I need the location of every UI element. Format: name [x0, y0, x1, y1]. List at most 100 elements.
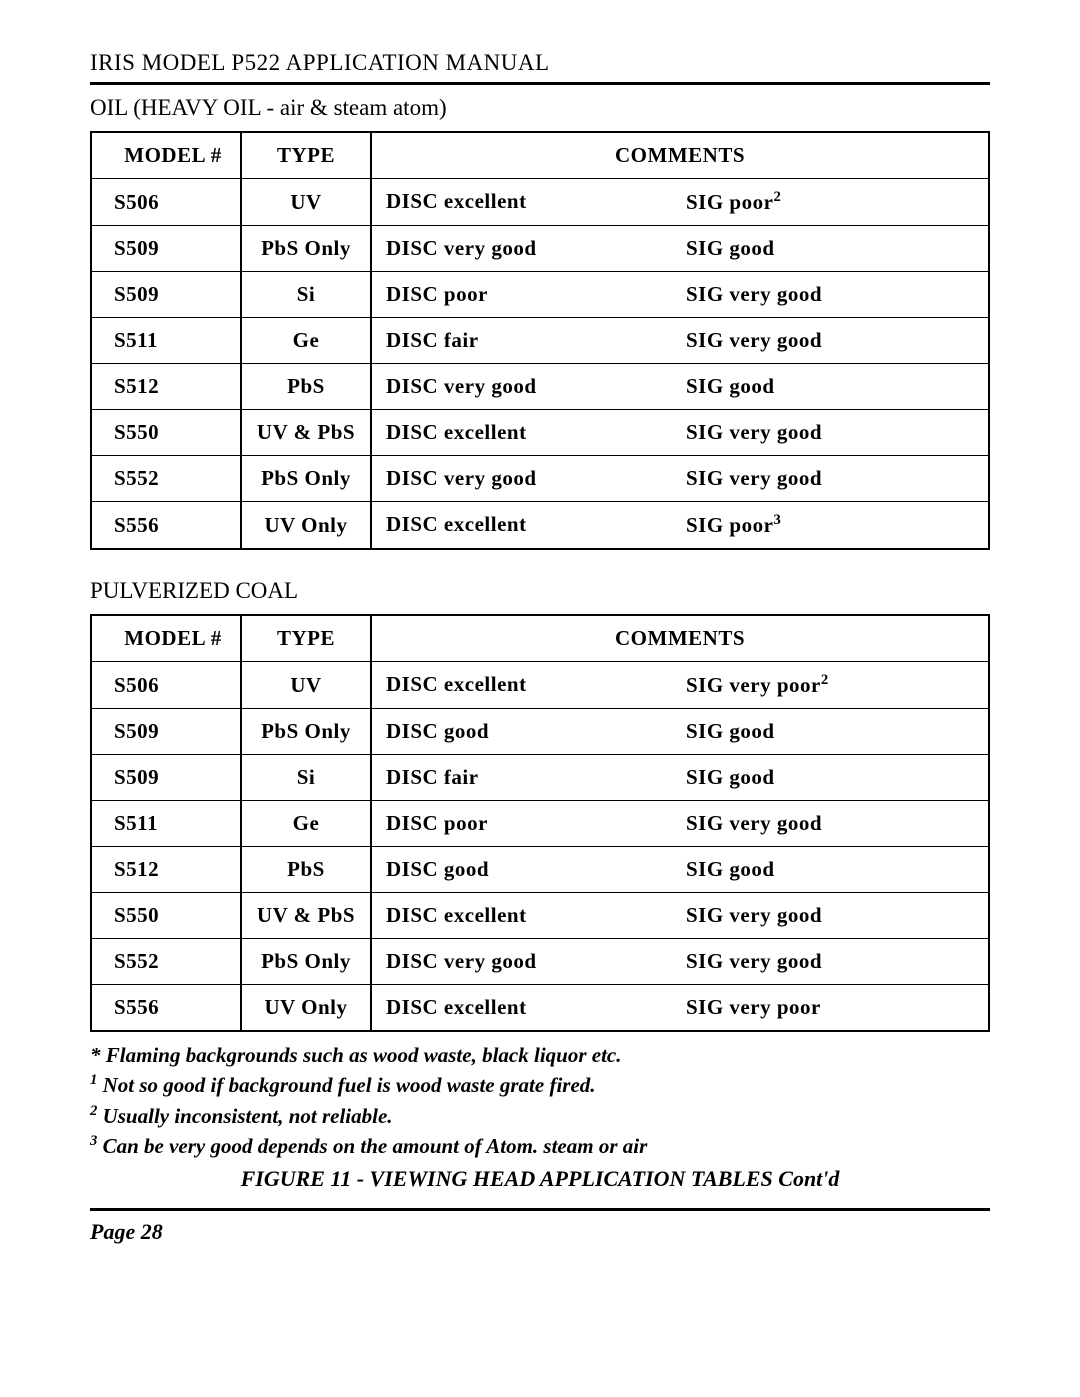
- cell-type: PbS Only: [241, 456, 371, 502]
- cell-comments: DISC excellent SIG very poor2: [371, 662, 989, 709]
- cell-comments: DISC poor SIG very good: [371, 801, 989, 847]
- cell-disc: DISC very good: [380, 466, 686, 491]
- table-row: S552 PbS Only DISC very good SIG very go…: [91, 939, 989, 985]
- cell-sig: SIG very good: [686, 466, 986, 491]
- cell-comments: DISC good SIG good: [371, 847, 989, 893]
- table-header-row: MODEL # TYPE COMMENTS: [91, 132, 989, 179]
- cell-model: S509: [91, 272, 241, 318]
- cell-type: Si: [241, 272, 371, 318]
- cell-sig: SIG very good: [686, 328, 986, 353]
- cell-comments: DISC very good SIG good: [371, 226, 989, 272]
- table-row: S509 Si DISC fair SIG good: [91, 755, 989, 801]
- cell-model: S550: [91, 893, 241, 939]
- cell-model: S552: [91, 939, 241, 985]
- table-row: S506 UV DISC excellent SIG very poor2: [91, 662, 989, 709]
- cell-sig: SIG poor2: [686, 189, 986, 215]
- cell-model: S506: [91, 662, 241, 709]
- cell-comments: DISC excellent SIG very good: [371, 410, 989, 456]
- footnote: * Flaming backgrounds such as wood waste…: [90, 1040, 990, 1070]
- cell-comments: DISC fair SIG very good: [371, 318, 989, 364]
- cell-disc: DISC very good: [380, 949, 686, 974]
- cell-type: PbS: [241, 364, 371, 410]
- cell-type: UV & PbS: [241, 410, 371, 456]
- cell-type: UV Only: [241, 985, 371, 1032]
- table-row: S509 PbS Only DISC very good SIG good: [91, 226, 989, 272]
- footnotes: * Flaming backgrounds such as wood waste…: [90, 1040, 990, 1162]
- header-type: TYPE: [241, 132, 371, 179]
- cell-sig: SIG good: [686, 857, 986, 882]
- cell-sig: SIG good: [686, 765, 986, 790]
- footnote: 1 Not so good if background fuel is wood…: [90, 1070, 990, 1100]
- section-title: OIL (HEAVY OIL - air & steam atom): [90, 95, 990, 121]
- cell-disc: DISC fair: [380, 765, 686, 790]
- cell-type: UV & PbS: [241, 893, 371, 939]
- cell-type: UV: [241, 662, 371, 709]
- cell-sig: SIG poor3: [686, 512, 986, 538]
- header-comments: COMMENTS: [371, 132, 989, 179]
- table-row: S506 UV DISC excellent SIG poor2: [91, 179, 989, 226]
- table-row: S552 PbS Only DISC very good SIG very go…: [91, 456, 989, 502]
- cell-model: S506: [91, 179, 241, 226]
- cell-disc: DISC very good: [380, 374, 686, 399]
- cell-type: UV: [241, 179, 371, 226]
- table-row: S512 PbS DISC very good SIG good: [91, 364, 989, 410]
- cell-disc: DISC very good: [380, 236, 686, 261]
- cell-type: UV Only: [241, 502, 371, 550]
- cell-model: S511: [91, 318, 241, 364]
- table-header-row: MODEL # TYPE COMMENTS: [91, 615, 989, 662]
- cell-comments: DISC excellent SIG very good: [371, 893, 989, 939]
- cell-disc: DISC excellent: [380, 512, 686, 538]
- table-row: S556 UV Only DISC excellent SIG very poo…: [91, 985, 989, 1032]
- cell-disc: DISC excellent: [380, 189, 686, 215]
- table-row: S511 Ge DISC fair SIG very good: [91, 318, 989, 364]
- cell-sig: SIG very poor: [686, 995, 986, 1020]
- cell-sig: SIG very good: [686, 282, 986, 307]
- table-row: S511 Ge DISC poor SIG very good: [91, 801, 989, 847]
- cell-disc: DISC excellent: [380, 672, 686, 698]
- cell-model: S556: [91, 985, 241, 1032]
- cell-comments: DISC very good SIG very good: [371, 456, 989, 502]
- cell-comments: DISC poor SIG very good: [371, 272, 989, 318]
- cell-type: Si: [241, 755, 371, 801]
- header-comments: COMMENTS: [371, 615, 989, 662]
- cell-disc: DISC good: [380, 857, 686, 882]
- table-row: S512 PbS DISC good SIG good: [91, 847, 989, 893]
- footnote: 3 Can be very good depends on the amount…: [90, 1131, 990, 1161]
- application-table: MODEL # TYPE COMMENTS S506 UV DISC excel…: [90, 131, 990, 550]
- cell-model: S509: [91, 755, 241, 801]
- cell-type: PbS Only: [241, 939, 371, 985]
- header-model: MODEL #: [91, 615, 241, 662]
- cell-model: S550: [91, 410, 241, 456]
- sections-container: OIL (HEAVY OIL - air & steam atom) MODEL…: [90, 95, 990, 1032]
- cell-model: S511: [91, 801, 241, 847]
- cell-model: S509: [91, 226, 241, 272]
- cell-type: Ge: [241, 801, 371, 847]
- cell-sig: SIG very good: [686, 420, 986, 445]
- cell-type: PbS: [241, 847, 371, 893]
- cell-comments: DISC excellent SIG very poor: [371, 985, 989, 1032]
- page-footer: Page 28: [90, 1208, 990, 1245]
- cell-disc: DISC poor: [380, 282, 686, 307]
- table-row: S556 UV Only DISC excellent SIG poor3: [91, 502, 989, 550]
- table-row: S509 PbS Only DISC good SIG good: [91, 709, 989, 755]
- section-title: PULVERIZED COAL: [90, 578, 990, 604]
- page-number: Page 28: [90, 1219, 163, 1244]
- cell-comments: DISC very good SIG very good: [371, 939, 989, 985]
- table-row: S550 UV & PbS DISC excellent SIG very go…: [91, 893, 989, 939]
- table-row: S509 Si DISC poor SIG very good: [91, 272, 989, 318]
- cell-comments: DISC good SIG good: [371, 709, 989, 755]
- cell-disc: DISC poor: [380, 811, 686, 836]
- cell-sig: SIG good: [686, 236, 986, 261]
- cell-disc: DISC good: [380, 719, 686, 744]
- header-type: TYPE: [241, 615, 371, 662]
- cell-disc: DISC fair: [380, 328, 686, 353]
- cell-type: PbS Only: [241, 709, 371, 755]
- cell-type: PbS Only: [241, 226, 371, 272]
- cell-sig: SIG very good: [686, 903, 986, 928]
- cell-comments: DISC excellent SIG poor3: [371, 502, 989, 550]
- cell-comments: DISC very good SIG good: [371, 364, 989, 410]
- document-header: IRIS MODEL P522 APPLICATION MANUAL: [90, 50, 990, 85]
- cell-disc: DISC excellent: [380, 420, 686, 445]
- header-model: MODEL #: [91, 132, 241, 179]
- cell-disc: DISC excellent: [380, 995, 686, 1020]
